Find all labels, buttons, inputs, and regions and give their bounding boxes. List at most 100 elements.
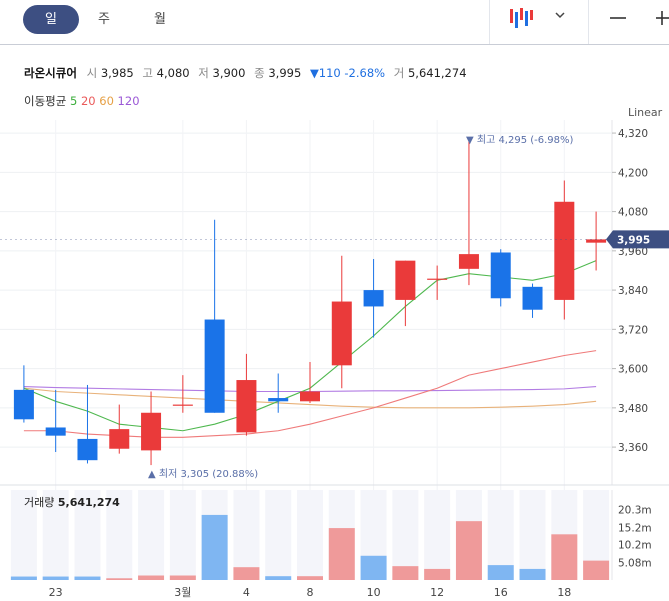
chevron-down-icon	[555, 12, 565, 19]
price-tick-label: 3,480	[618, 403, 648, 415]
tab-daily[interactable]: 일	[23, 5, 79, 34]
low-value: 3,900	[212, 66, 246, 80]
low-label: 저	[198, 66, 209, 80]
date-tick-label: 8	[307, 586, 314, 599]
chart-toolbar: 일 주 월	[0, 0, 669, 45]
date-tick-label: 10	[367, 586, 381, 599]
tab-weekly[interactable]: 주	[98, 12, 110, 27]
moving-average-legend: 이동평균 5 20 60 120	[24, 93, 140, 109]
volume-bar-background	[328, 490, 355, 580]
candle-body	[13, 389, 34, 420]
volume-tick-label: 10.2m	[618, 540, 652, 552]
volume-bar-background	[583, 490, 610, 580]
date-tick-label: 12	[430, 586, 444, 599]
volume-bar	[201, 514, 228, 580]
candle-body	[204, 319, 225, 413]
price-tick-label: 3,600	[618, 364, 648, 376]
volume-value: 5,641,274	[407, 66, 467, 80]
current-price-label: 3,995	[617, 234, 650, 246]
volume-bar	[169, 575, 196, 580]
volume-bar	[328, 528, 355, 580]
tab-monthly[interactable]: 월	[154, 12, 166, 27]
volume-bar	[233, 567, 260, 580]
volume-bar	[392, 566, 419, 580]
volume-bar	[487, 565, 514, 580]
moving-average-period-120: 120	[113, 94, 140, 108]
moving-average-period-20: 20	[77, 94, 96, 108]
volume-bar	[74, 576, 101, 580]
volume-bar-background	[138, 490, 165, 580]
volume-bar-background	[360, 490, 387, 580]
high-value: 4,080	[156, 66, 190, 80]
volume-bar-background	[551, 490, 578, 580]
candle-body	[363, 290, 384, 307]
price-tick-label: 4,320	[618, 128, 648, 140]
volume-bar-background	[297, 490, 323, 580]
volume-bar-background	[487, 490, 514, 580]
candle-body	[427, 278, 448, 280]
date-tick-label: 3월	[174, 586, 191, 599]
scale-type-label[interactable]: Linear	[628, 106, 663, 119]
volume-bar	[138, 575, 165, 580]
candle-body	[109, 429, 130, 449]
candle-body	[331, 301, 352, 366]
price-tick-label: 4,080	[618, 207, 648, 219]
volume-bar	[42, 576, 69, 580]
candle-body	[522, 286, 543, 310]
volume-tick-label: 20.3m	[618, 505, 652, 517]
candle-body	[236, 380, 257, 433]
candle-body	[172, 404, 193, 406]
ma20-line	[23, 350, 597, 438]
candlestick-icon	[510, 8, 533, 28]
price-tick-label: 3,960	[618, 246, 648, 258]
volume-label: 거	[393, 66, 405, 80]
volume-bar-background	[519, 490, 546, 580]
volume-bar-background	[106, 490, 133, 580]
volume-bar	[265, 576, 292, 580]
candle-body	[490, 252, 511, 299]
candle-body	[554, 201, 575, 300]
volume-tick-label: 5.08m	[618, 557, 652, 569]
price-tick-label: 3,840	[618, 285, 648, 297]
date-tick-label: 18	[557, 586, 571, 599]
price-tick-label: 3,720	[618, 324, 648, 336]
volume-bar	[551, 534, 578, 580]
chart-type-dropdown[interactable]	[546, 0, 576, 44]
ma120-line	[23, 386, 597, 393]
chart-type-button[interactable]	[500, 0, 542, 44]
moving-average-period-5: 5	[69, 94, 78, 108]
volume-bar-background	[265, 490, 292, 580]
candle-body	[45, 427, 66, 436]
volume-bar-background	[233, 490, 260, 580]
candle-body	[141, 412, 162, 451]
low-annotation: ▲ 최저 3,305 (20.88%)	[148, 468, 258, 480]
volume-bar-background	[10, 490, 37, 580]
high-label: 고	[142, 66, 153, 80]
stock-name: 라온시큐어	[24, 66, 77, 80]
open-value: 3,985	[100, 66, 134, 80]
zoom-in-button[interactable]	[646, 0, 669, 44]
volume-bar-background	[424, 490, 451, 580]
volume-bar	[519, 568, 546, 580]
change-value: ▼110 -2.68%	[309, 66, 386, 80]
volume-bar-background	[392, 490, 419, 580]
ma60-line	[23, 387, 597, 409]
zoom-out-button[interactable]	[600, 0, 636, 44]
volume-bar	[583, 560, 610, 580]
volume-bar	[455, 521, 482, 580]
price-tick-label: 4,200	[618, 167, 648, 179]
volume-bar	[360, 555, 387, 580]
volume-bar-background	[201, 490, 228, 580]
date-tick-label: 23	[49, 586, 63, 599]
candle-body	[268, 398, 289, 402]
volume-panel-value: 5,641,274	[58, 496, 120, 509]
candle-body	[77, 438, 98, 461]
moving-average-period-60: 60	[95, 94, 114, 108]
volume-bar-background	[455, 490, 482, 580]
close-value: 3,995	[268, 66, 302, 80]
moving-average-periods: 5 20 60 120	[70, 94, 140, 108]
candle-body	[300, 391, 320, 402]
plus-icon	[656, 11, 669, 25]
volume-panel-label: 거래량 5,641,274	[24, 496, 120, 509]
